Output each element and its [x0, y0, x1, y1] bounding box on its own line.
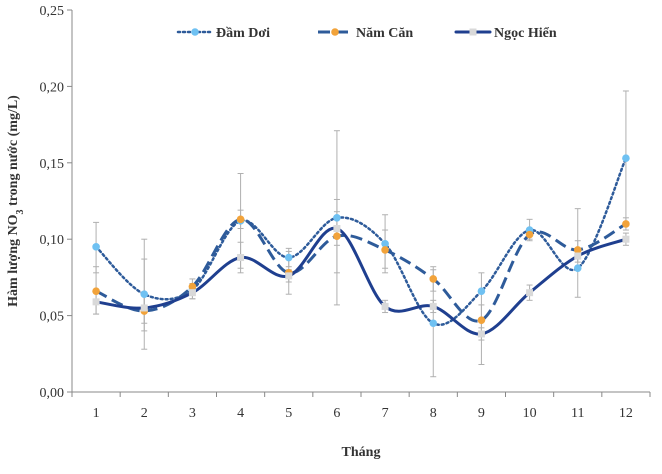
data-point	[188, 282, 197, 291]
x-tick-label: 6	[333, 406, 340, 421]
data-point	[92, 287, 100, 295]
data-point	[574, 252, 582, 260]
data-point	[573, 264, 582, 273]
data-point	[622, 154, 630, 163]
y-tick-label: 0,10	[40, 233, 65, 248]
data-point	[237, 254, 245, 262]
legend-marker	[191, 28, 199, 36]
y-axis-title-pre: Hàm lượng NO	[6, 214, 21, 306]
data-point	[622, 235, 630, 243]
data-point	[381, 239, 389, 248]
legend-marker	[469, 28, 477, 36]
data-point	[92, 243, 100, 251]
y-axis-title: Hàm lượng NO3 trong nước (mg/L)	[6, 95, 26, 307]
data-point	[284, 253, 293, 262]
data-point	[140, 290, 149, 299]
x-tick-label: 1	[93, 406, 100, 421]
data-point	[526, 289, 534, 297]
y-tick-label: 0,20	[40, 80, 65, 95]
axes: 0,000,050,100,150,200,251 2 3 4 5 6 7 8 9 10 11 12	[40, 4, 651, 421]
legend-label: Đầm Dơi	[216, 26, 270, 41]
x-tick-label: 2	[141, 406, 148, 421]
x-tick-label: 5	[285, 406, 292, 421]
y-tick-label: 0,00	[40, 386, 65, 401]
legend-label: Năm Căn	[356, 26, 413, 41]
y-tick-label: 0,15	[40, 157, 65, 172]
x-tick-label: 12	[619, 406, 633, 421]
data-point	[429, 275, 438, 283]
x-tick-label: 7	[382, 406, 389, 421]
series-line	[94, 226, 628, 336]
data-point	[285, 272, 293, 280]
data-point	[381, 302, 389, 310]
y-tick-label: 0,05	[40, 310, 65, 325]
data-point	[381, 246, 389, 254]
x-tick-label: 10	[523, 406, 537, 421]
data-point	[236, 215, 245, 224]
legend-marker	[331, 28, 339, 36]
data-point	[429, 302, 437, 310]
data-point	[333, 232, 341, 240]
y-axis-title-post: trong nước (mg/L)	[6, 95, 21, 210]
x-tick-label: 3	[189, 406, 196, 421]
data-point	[573, 246, 582, 254]
x-tick-label: 11	[571, 406, 584, 421]
data-point	[622, 220, 630, 228]
x-tick-label: 9	[478, 406, 485, 421]
x-tick-label: 8	[430, 406, 437, 421]
data-point	[525, 230, 534, 239]
data-point	[477, 287, 486, 295]
series-line	[95, 217, 627, 323]
data-point	[477, 330, 485, 338]
y-tick-label: 0,25	[40, 4, 65, 19]
data-point	[333, 214, 341, 222]
legend: Đầm Dơi Năm Căn Ngọc Hiển	[176, 26, 557, 41]
series-markers	[92, 154, 630, 338]
y-axis-title-sub: 3	[15, 209, 26, 214]
x-tick-label: 4	[237, 406, 244, 421]
series-lines	[94, 156, 628, 336]
legend-label: Ngọc Hiển	[494, 26, 557, 41]
data-point	[92, 298, 100, 306]
data-point	[333, 225, 341, 233]
data-point	[429, 319, 438, 328]
data-point	[477, 316, 486, 324]
data-point	[188, 289, 196, 297]
data-point	[140, 304, 148, 312]
x-axis-title: Tháng	[342, 445, 381, 460]
